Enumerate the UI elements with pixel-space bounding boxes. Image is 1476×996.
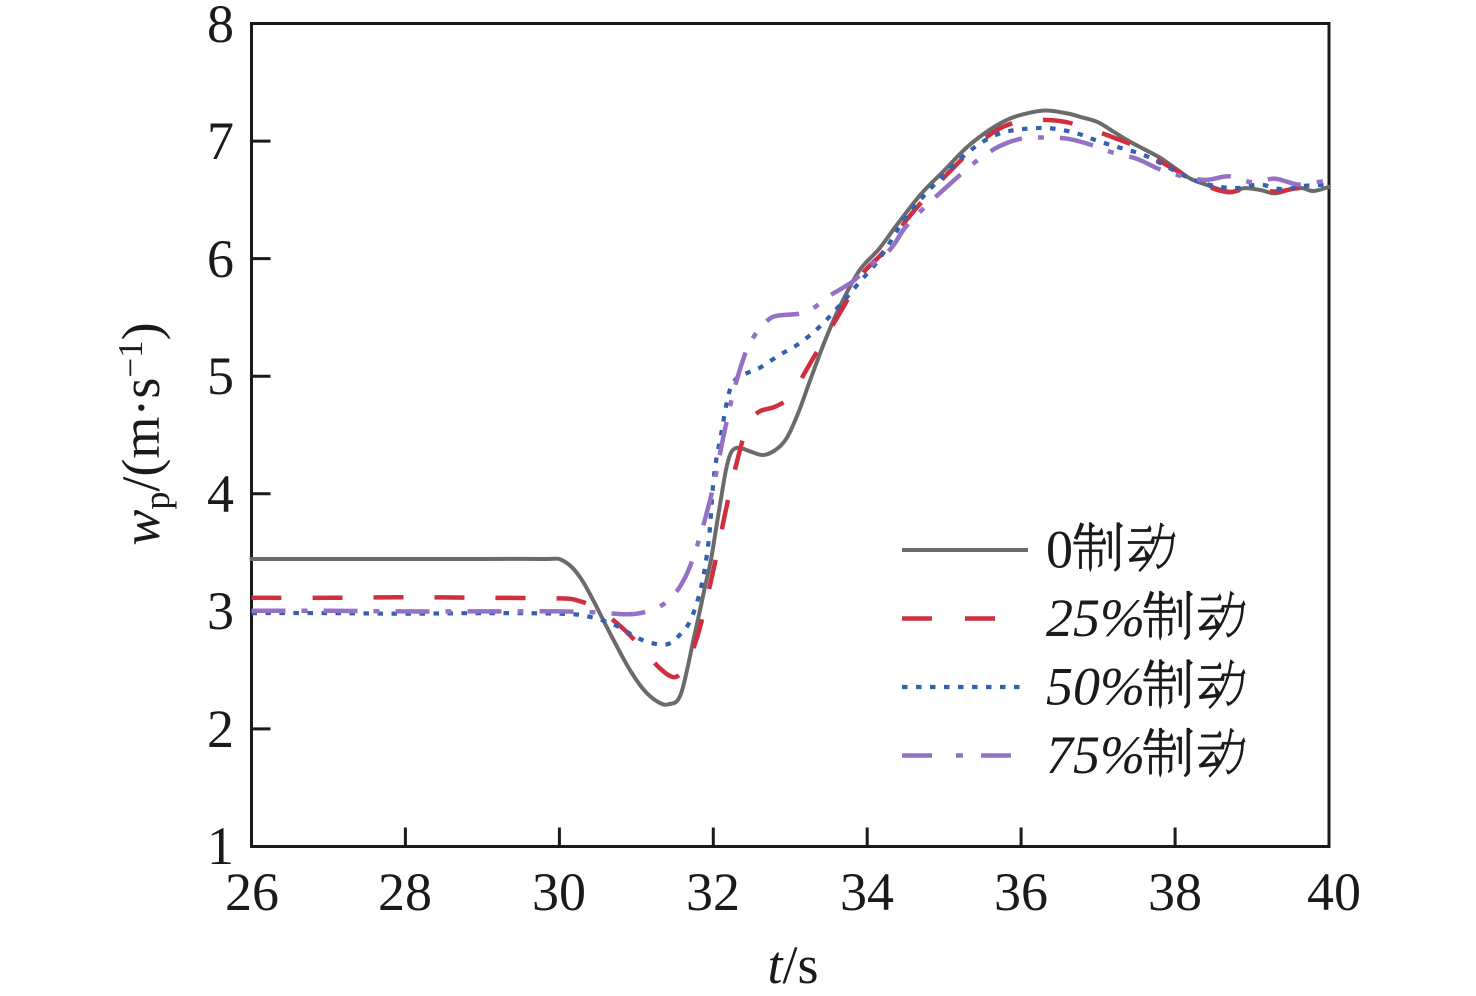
- svg-text:0: 0: [1046, 520, 1073, 580]
- svg-text:t/s: t/s: [767, 935, 818, 995]
- svg-text:30: 30: [532, 862, 586, 922]
- svg-text:28: 28: [378, 862, 432, 922]
- svg-text:2: 2: [207, 699, 234, 759]
- svg-text:8: 8: [207, 0, 234, 54]
- svg-text:1: 1: [207, 816, 234, 876]
- svg-text:38: 38: [1148, 862, 1202, 922]
- svg-text:25%: 25%: [1046, 588, 1145, 648]
- svg-text:34: 34: [840, 862, 894, 922]
- svg-text:40: 40: [1307, 862, 1361, 922]
- svg-text:wp/(m·s−1): wp/(m·s−1): [111, 322, 177, 545]
- svg-text:75%: 75%: [1046, 725, 1145, 785]
- svg-text:50%: 50%: [1046, 657, 1145, 717]
- svg-text:3: 3: [207, 581, 234, 641]
- svg-text:5: 5: [207, 346, 234, 406]
- svg-text:7: 7: [207, 111, 234, 171]
- svg-text:6: 6: [207, 229, 234, 289]
- svg-text:36: 36: [994, 862, 1048, 922]
- svg-text:32: 32: [686, 862, 740, 922]
- svg-text:26: 26: [225, 862, 279, 922]
- svg-text:4: 4: [207, 464, 234, 524]
